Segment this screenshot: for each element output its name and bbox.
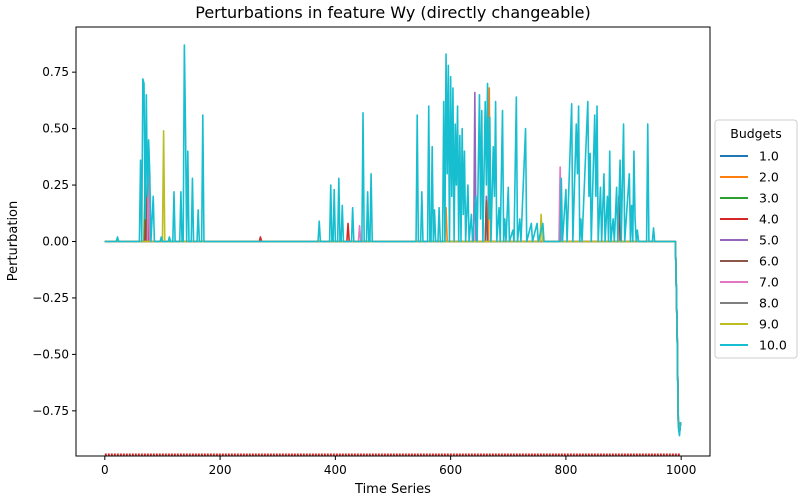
y-tick-label: 0.50 bbox=[42, 122, 69, 136]
plot-area bbox=[104, 44, 682, 457]
legend-label: 7.0 bbox=[759, 275, 779, 290]
legend-label: 5.0 bbox=[759, 233, 779, 248]
legend-label: 6.0 bbox=[759, 254, 779, 269]
legend-label: 4.0 bbox=[759, 212, 779, 227]
legend-label: 1.0 bbox=[759, 149, 779, 164]
series-line-7.0 bbox=[104, 145, 682, 435]
series-line-10.0 bbox=[104, 44, 682, 437]
y-tick-label: −0.25 bbox=[32, 291, 69, 305]
y-axis-label: Perturbation bbox=[6, 201, 21, 282]
legend-label: 2.0 bbox=[759, 170, 779, 185]
y-tick-label: −0.75 bbox=[32, 404, 69, 418]
x-tick-label: 600 bbox=[439, 463, 462, 477]
legend-title: Budgets bbox=[730, 126, 781, 141]
series-line-1.0 bbox=[104, 240, 682, 435]
legend-box bbox=[714, 119, 798, 359]
x-axis: 0 200 400 600 800 1000 bbox=[101, 456, 696, 477]
y-tick-label: 0.75 bbox=[42, 65, 69, 79]
y-tick-label: −0.50 bbox=[32, 347, 69, 361]
series-line-8.0 bbox=[104, 240, 682, 435]
y-tick-label: 0.00 bbox=[42, 235, 69, 249]
x-tick-label: 200 bbox=[209, 463, 232, 477]
legend-label: 3.0 bbox=[759, 191, 779, 206]
legend-label: 8.0 bbox=[759, 296, 779, 311]
legend: Budgets 1.0 2.0 3.0 4.0 5.0 6.0 7.0 8.0 9.0 10.0 bbox=[714, 119, 798, 359]
chart-title: Perturbations in feature Wy (directly ch… bbox=[195, 3, 591, 22]
y-axis: −0.75 −0.50 −0.25 0.00 0.25 0.50 0.75 bbox=[32, 65, 76, 418]
legend-entries: 1.0 2.0 3.0 4.0 5.0 6.0 7.0 8.0 9.0 10.0 bbox=[720, 149, 787, 353]
x-tick-label: 0 bbox=[101, 463, 109, 477]
series-line-9.0 bbox=[104, 130, 682, 435]
legend-label: 10.0 bbox=[759, 338, 787, 353]
x-tick-label: 400 bbox=[324, 463, 347, 477]
x-tick-label: 1000 bbox=[666, 463, 697, 477]
legend-label: 9.0 bbox=[759, 317, 779, 332]
x-tick-label: 800 bbox=[554, 463, 577, 477]
y-tick-label: 0.25 bbox=[42, 178, 69, 192]
x-axis-label: Time Series bbox=[354, 482, 431, 497]
